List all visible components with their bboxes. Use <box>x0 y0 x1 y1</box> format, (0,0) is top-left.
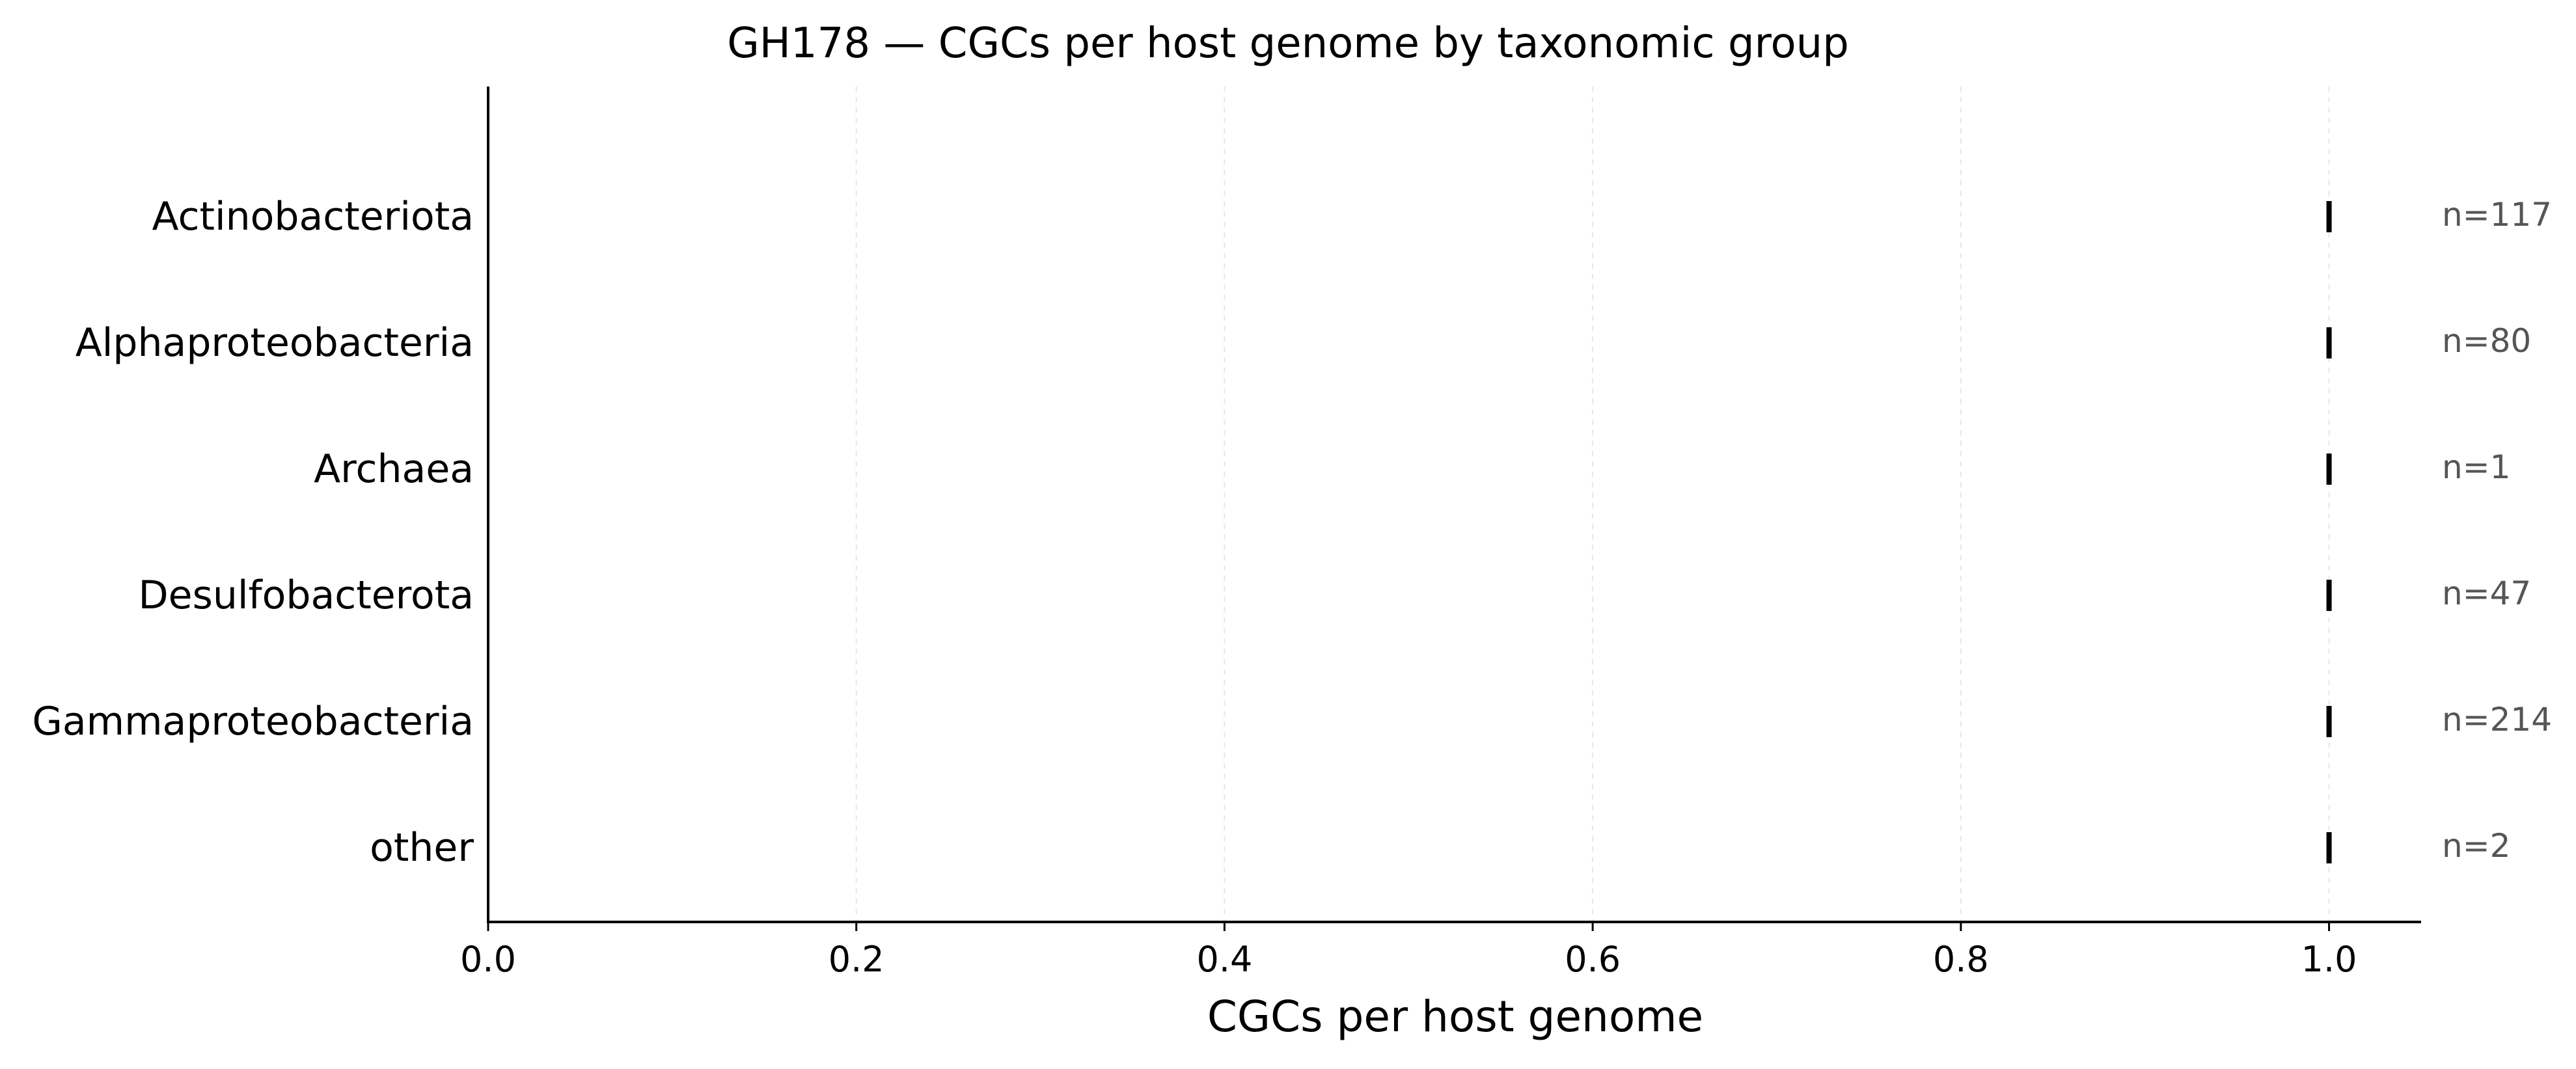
x-axis-title: CGCs per host genome <box>1207 992 1703 1042</box>
x-tick-label: 0.2 <box>829 939 884 980</box>
category-labels: Actinobacteriota Alphaproteobacteria Archa… <box>32 194 474 871</box>
x-tick-label: 0.0 <box>460 939 516 980</box>
category-label: Archaea <box>314 446 474 492</box>
category-label: Desulfobacterota <box>138 573 474 618</box>
category-label: Actinobacteriota <box>152 194 474 239</box>
x-tick-label: 0.8 <box>1933 939 1989 980</box>
n-label: n=80 <box>2442 322 2531 360</box>
category-label: other <box>370 825 474 871</box>
x-tick-label: 0.6 <box>1565 939 1621 980</box>
n-label: n=47 <box>2442 575 2531 612</box>
count-annotations: n=117 n=80 n=1 n=47 n=214 n=2 <box>2442 196 2552 865</box>
x-tick-label: 1.0 <box>2301 939 2357 980</box>
n-label: n=214 <box>2442 701 2552 738</box>
grid-lines <box>855 87 2330 922</box>
n-label: n=117 <box>2442 196 2552 234</box>
category-label: Gammaproteobacteria <box>32 699 474 744</box>
n-label: n=2 <box>2442 827 2510 865</box>
n-label: n=1 <box>2442 448 2510 486</box>
category-label: Alphaproteobacteria <box>75 320 474 366</box>
x-axis-ticks: 0.0 0.2 0.4 0.6 0.8 1.0 <box>460 922 2357 980</box>
x-tick-label: 0.4 <box>1196 939 1252 980</box>
chart-title: GH178 — CGCs per host genome by taxonomi… <box>727 20 1849 68</box>
